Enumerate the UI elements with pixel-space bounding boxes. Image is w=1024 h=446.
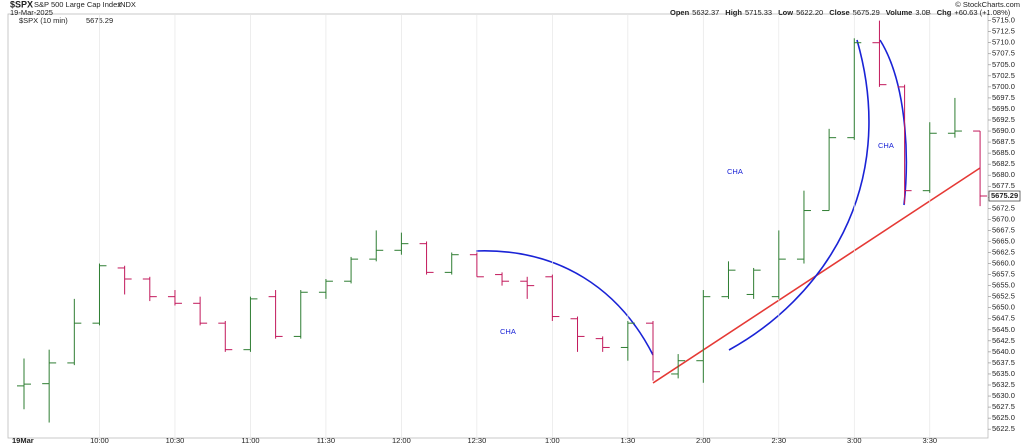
y-tick-label: 5690.0	[992, 126, 1015, 135]
y-tick-label: 5660.0	[992, 259, 1015, 268]
y-tick-label: 5670.0	[992, 214, 1015, 223]
summary-item: 5715.33	[745, 8, 772, 17]
y-tick-label: 5642.5	[992, 336, 1015, 345]
y-tick-label: 5680.0	[992, 170, 1015, 179]
annotation: CHA	[878, 141, 894, 150]
arc	[475, 250, 654, 356]
y-tick-label: 5695.0	[992, 104, 1015, 113]
summary-item: Volume	[886, 8, 913, 17]
summary-item: +60.63 (+1.08%)	[954, 8, 1010, 17]
y-tick-label: 5662.5	[992, 247, 1015, 256]
y-tick-label: 5667.5	[992, 225, 1015, 234]
y-tick-label: 5697.5	[992, 93, 1015, 102]
last-price: 5675.29	[991, 191, 1018, 200]
y-tick-label: 5712.5	[992, 27, 1015, 36]
last-price-box	[988, 190, 1021, 202]
y-tick-label: 5630.0	[992, 391, 1015, 400]
y-tick-label: 5657.5	[992, 270, 1015, 279]
y-tick-label: 5705.0	[992, 60, 1015, 69]
y-tick-label: 5682.5	[992, 159, 1015, 168]
x-tick-label: 2:30	[771, 436, 786, 445]
x-tick-label: 19Mar	[12, 436, 34, 445]
y-tick-label: 5700.0	[992, 82, 1015, 91]
y-tick-label: 5637.5	[992, 358, 1015, 367]
y-tick-label: 5632.5	[992, 380, 1015, 389]
y-tick-label: 5625.0	[992, 413, 1015, 422]
summary-item: 3.0B	[915, 8, 930, 17]
annotation: CHA	[500, 327, 516, 336]
y-tick-label: 5635.0	[992, 369, 1015, 378]
x-tick-label: 3:30	[922, 436, 937, 445]
x-tick-label: 12:00	[392, 436, 411, 445]
x-tick-label: 10:00	[90, 436, 109, 445]
legend: $SPX (10 min)	[19, 16, 68, 25]
x-tick-label: 1:30	[621, 436, 636, 445]
y-tick-label: 5702.5	[992, 71, 1015, 80]
plot-frame	[7, 13, 989, 439]
summary-item: High	[725, 8, 742, 17]
y-tick-label: 5650.0	[992, 303, 1015, 312]
arc	[728, 39, 870, 351]
annotation: CHA	[727, 167, 743, 176]
summary-item: Close	[829, 8, 849, 17]
y-tick-label: 5715.0	[992, 16, 1015, 25]
x-tick-label: 2:00	[696, 436, 711, 445]
x-tick-label: 12:30	[467, 436, 486, 445]
y-tick-label: 5692.5	[992, 115, 1015, 124]
summary-item: Low	[778, 8, 793, 17]
summary-item: 5622.20	[796, 8, 823, 17]
summary-item: Open	[670, 8, 690, 17]
symbol: $SPX	[10, 0, 33, 9]
y-tick-label: 5685.0	[992, 148, 1015, 157]
y-tick-label: 5665.0	[992, 236, 1015, 245]
credit: © StockCharts.com	[955, 0, 1020, 9]
summary-item: Chg	[937, 8, 952, 17]
y-tick-label: 5707.5	[992, 49, 1015, 58]
y-tick-label: 5687.5	[992, 137, 1015, 146]
y-tick-label: 5710.0	[992, 38, 1015, 47]
arc	[879, 39, 908, 206]
date: 19-Mar-2025	[10, 8, 53, 17]
summary-item: 5675.29	[853, 8, 880, 17]
y-tick-label: 5627.5	[992, 402, 1015, 411]
y-tick-label: 5647.5	[992, 314, 1015, 323]
y-tick-label: 5655.0	[992, 281, 1015, 290]
y-tick-label: 5640.0	[992, 347, 1015, 356]
summary-item: 5632.37	[692, 8, 719, 17]
x-tick-label: 11:00	[241, 436, 259, 445]
y-tick-label: 5645.0	[992, 325, 1015, 334]
y-tick-label: 5672.5	[992, 203, 1015, 212]
x-tick-label: 1:00	[545, 436, 560, 445]
exchange: INDX	[118, 0, 136, 9]
x-tick-label: 10:30	[166, 436, 185, 445]
x-tick-label: 3:00	[847, 436, 862, 445]
y-tick-label: 5677.5	[992, 181, 1015, 190]
symbol-name: S&P 500 Large Cap Index	[34, 0, 121, 9]
x-tick-label: 11:30	[317, 436, 335, 445]
y-tick-label: 5652.5	[992, 292, 1015, 301]
summary: Open 5632.37 High 5715.33 Low 5622.20 Close 567…	[670, 8, 1011, 17]
y-tick-label: 5622.5	[992, 424, 1015, 433]
